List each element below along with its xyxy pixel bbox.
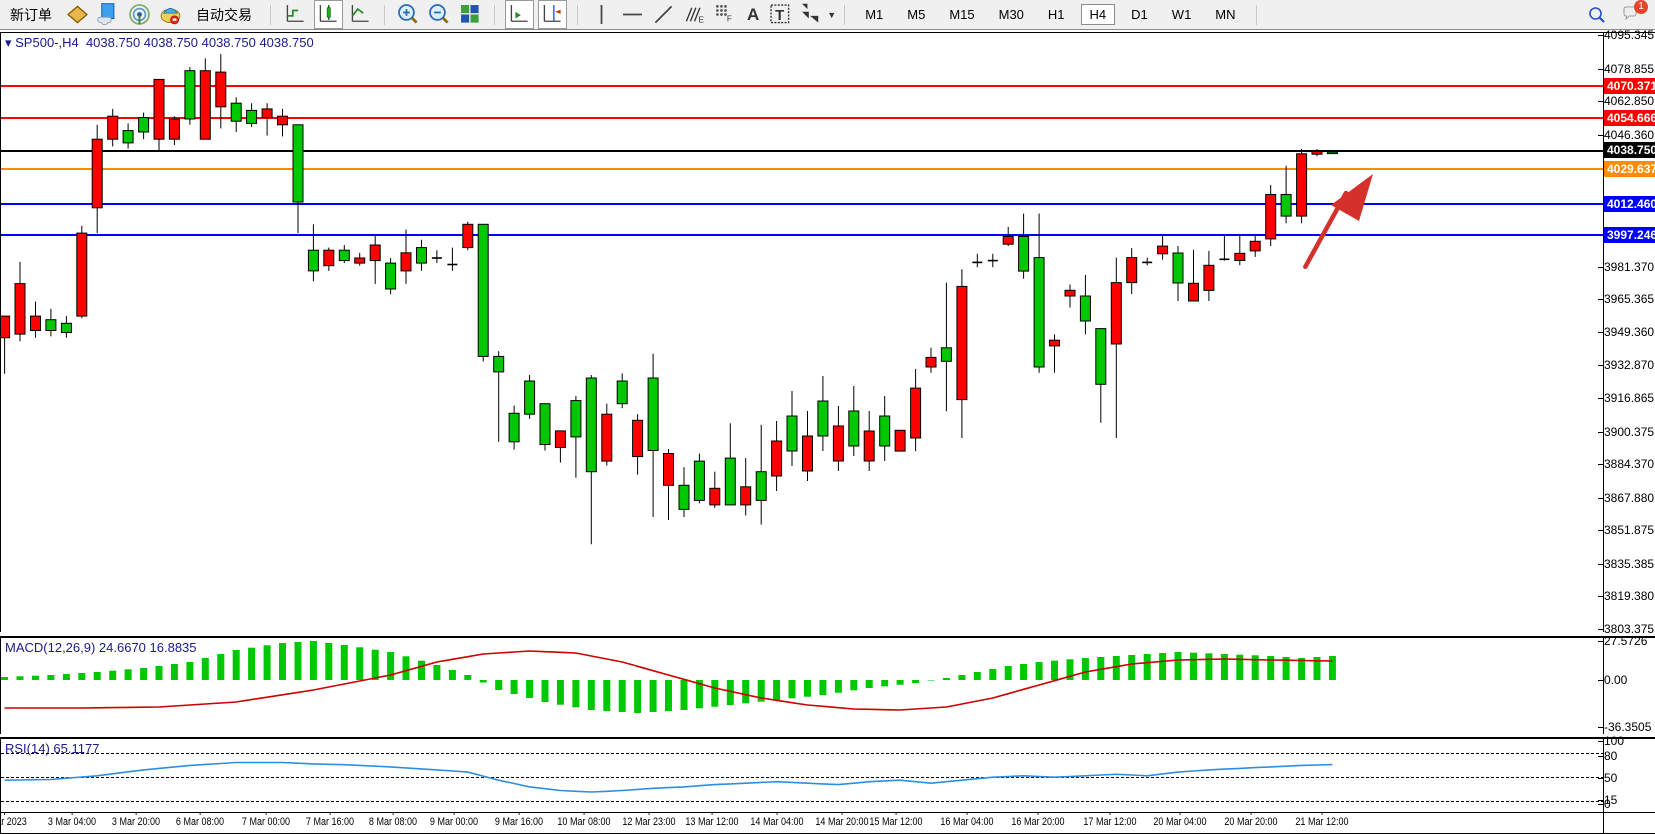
svg-text:F: F xyxy=(727,14,732,23)
svg-text:T: T xyxy=(775,8,784,24)
svg-text:E: E xyxy=(699,16,705,25)
